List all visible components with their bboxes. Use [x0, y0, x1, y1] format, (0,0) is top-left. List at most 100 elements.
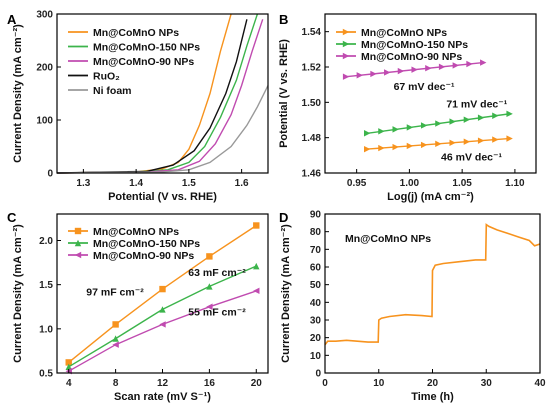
panel-a: A 1.3 1.4 1.5 1.6 0 100 200 300 Potential (V vs. … — [7, 10, 269, 203]
data-point — [438, 63, 446, 71]
series-line — [56, 19, 248, 174]
data-point — [384, 69, 391, 76]
legend-item: Mn@CoMnO-150 NPs — [336, 39, 468, 51]
data-point — [253, 262, 260, 270]
series-2: 63 mF cm⁻² — [65, 262, 260, 371]
y-tick-label: 1.52 — [302, 63, 322, 74]
legend-label: Mn@CoMnO-150 NPs — [361, 39, 468, 51]
data-point — [435, 120, 442, 127]
annotation-label: 67 mV dec⁻¹ — [394, 81, 455, 93]
data-point — [159, 321, 166, 328]
data-point — [253, 287, 260, 295]
annotation-label: 97 mF cm⁻² — [86, 286, 144, 298]
x-tick-label: 1.5 — [182, 178, 196, 189]
series-line — [324, 223, 541, 346]
y-tick-label: 2.0 — [39, 236, 53, 247]
series-1: 46 mV dec⁻¹ — [364, 135, 513, 164]
data-point — [506, 135, 513, 142]
x-axis-label: Time (h) — [411, 391, 454, 403]
data-point — [477, 137, 485, 144]
legend-item: Mn@CoMnO NPs — [345, 233, 431, 245]
legend-marker — [74, 239, 82, 247]
annotation-label: 55 mF cm⁻² — [188, 307, 246, 319]
data-point — [112, 321, 119, 328]
data-point — [466, 60, 473, 68]
data-point — [159, 285, 166, 293]
data-point — [370, 70, 377, 78]
data-point — [506, 110, 513, 118]
legend: Mn@CoMnO NPs — [345, 233, 431, 245]
y-tick-label: 200 — [36, 63, 53, 74]
legend-label: Mn@CoMnO NPs — [93, 226, 179, 238]
legend-marker — [342, 52, 350, 60]
x-tick-label: 4 — [66, 378, 72, 389]
y-tick-label: 300 — [36, 10, 53, 21]
legend-item: Mn@CoMnO NPs — [68, 27, 179, 39]
y-tick-label: 1.50 — [302, 98, 322, 109]
legend-label: Mn@CoMnO-90 NPs — [93, 56, 194, 68]
y-axis-label: Current Density (mA cm⁻²) — [12, 24, 24, 163]
x-tick-label: 12 — [157, 378, 169, 389]
series-3 — [56, 19, 264, 174]
series-3: 55 mF cm⁻² — [65, 287, 260, 375]
axes-frame — [324, 13, 537, 174]
y-tick-label: 100 — [36, 116, 53, 127]
series-3: 67 mV dec⁻¹ — [342, 59, 487, 93]
legend-marker — [74, 251, 82, 259]
series-5 — [56, 85, 269, 174]
data-point — [463, 138, 471, 145]
y-tick-label: 10 — [310, 351, 322, 362]
data-point — [452, 62, 460, 69]
series-line — [56, 19, 264, 174]
y-tick-label: 90 — [310, 210, 322, 221]
legend-label: Mn@CoMnO-90 NPs — [93, 250, 194, 262]
data-point — [378, 144, 385, 152]
panel-c: C 97 mF cm⁻² 63 mF cm⁻² 55 mF cm⁻² 4 8 12 16 20 0… — [7, 210, 269, 403]
x-tick-label: 0 — [322, 378, 328, 389]
y-tick-label: 80 — [310, 227, 322, 238]
series-1: 97 mF cm⁻² — [65, 222, 260, 366]
data-point — [411, 66, 418, 73]
series-4 — [56, 19, 248, 174]
data-point — [449, 118, 456, 125]
x-tick-label: 1.4 — [129, 178, 143, 189]
series-2: 71 mV dec⁻¹ — [364, 99, 513, 137]
legend-label: Ni foam — [93, 85, 132, 97]
series-line — [68, 290, 257, 372]
legend-item: Mn@CoMnO-150 NPs — [68, 41, 200, 53]
y-axis-label: Potential (V vs. RHE) — [278, 39, 290, 148]
legend-marker — [74, 227, 82, 235]
data-point — [342, 73, 350, 80]
data-point — [356, 72, 364, 79]
panel-b: B 46 mV dec⁻¹ 71 mV dec⁻¹ 67 mV dec⁻¹ 0.95 1.… — [278, 12, 537, 203]
legend-item: Mn@CoMnO-90 NPs — [68, 250, 194, 262]
y-tick-label: 0 — [47, 169, 53, 180]
x-tick-label: 1.6 — [235, 178, 249, 189]
y-tick-label: 60 — [310, 263, 322, 274]
legend-label: RuO₂ — [93, 70, 120, 82]
x-tick-label: 20 — [427, 378, 439, 389]
data-point — [420, 141, 428, 149]
data-point — [492, 112, 499, 119]
y-tick-label: 1.0 — [39, 324, 53, 335]
x-tick-label: 1.05 — [452, 178, 472, 189]
panel-d: D 0 10 20 30 40 0 10 20 30 40 50 60 70 80 90 Time (h) Cur… — [279, 210, 546, 404]
y-tick-label: 0.5 — [39, 369, 53, 380]
data-point — [378, 128, 385, 135]
data-point — [364, 145, 371, 153]
legend-label: Mn@CoMnO-150 NPs — [93, 41, 200, 53]
y-tick-label: 20 — [310, 333, 322, 344]
data-point — [392, 143, 399, 151]
legend-label: Mn@CoMnO NPs — [361, 27, 447, 39]
data-point — [392, 126, 399, 133]
x-tick-label: 1.3 — [76, 178, 90, 189]
panel-label: D — [279, 210, 288, 225]
legend-label: Mn@CoMnO-150 NPs — [93, 238, 200, 250]
legend-marker — [342, 40, 350, 48]
x-tick-label: 20 — [251, 378, 263, 389]
data-point — [435, 140, 442, 148]
x-tick-label: 8 — [113, 378, 119, 389]
annotation-label: 63 mF cm⁻² — [188, 267, 246, 279]
x-tick-label: 0.95 — [347, 178, 367, 189]
